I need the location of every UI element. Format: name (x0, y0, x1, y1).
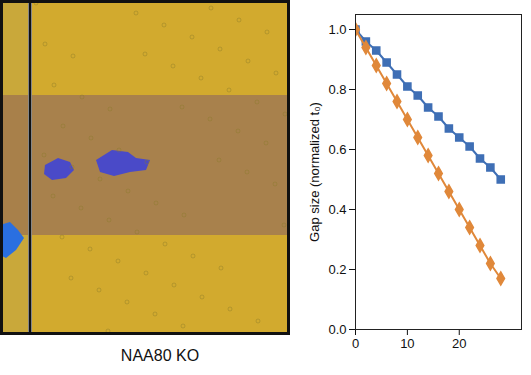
svg-text:10: 10 (400, 336, 414, 351)
svg-text:0.0: 0.0 (328, 322, 346, 337)
svg-text:0.4: 0.4 (328, 202, 346, 217)
svg-text:0.6: 0.6 (328, 142, 346, 157)
svg-text:0.8: 0.8 (328, 82, 346, 97)
svg-text:0: 0 (352, 336, 359, 351)
svg-text:Gap size (normalized t₀): Gap size (normalized t₀) (307, 102, 322, 242)
svg-text:20: 20 (452, 336, 466, 351)
svg-text:1.0: 1.0 (328, 22, 346, 37)
svg-text:NAA80 KO: NAA80 KO (121, 347, 199, 364)
svg-text:0.2: 0.2 (328, 262, 346, 277)
